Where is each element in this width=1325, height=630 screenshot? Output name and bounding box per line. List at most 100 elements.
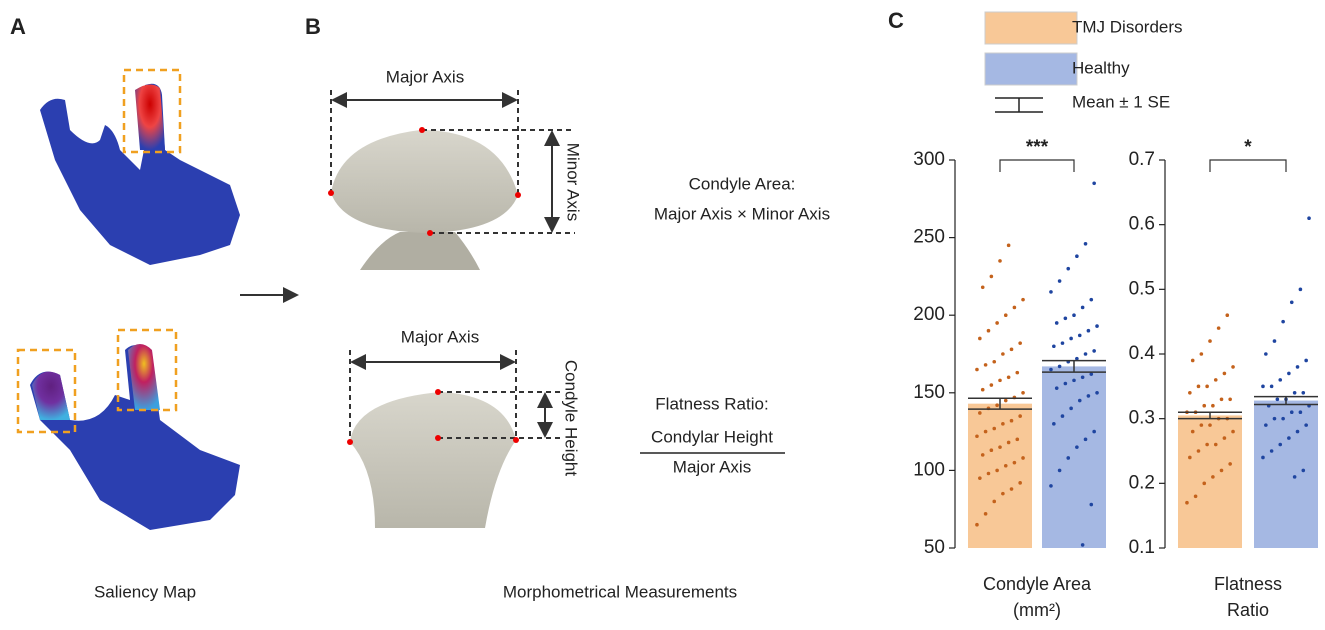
data-point [1001, 492, 1005, 496]
data-point [1191, 359, 1195, 363]
data-point [1223, 436, 1227, 440]
data-point [981, 388, 985, 392]
data-point [995, 403, 999, 407]
data-point [1061, 414, 1065, 418]
data-point [1223, 372, 1227, 376]
y-tick-label: 0.7 [1129, 149, 1155, 170]
data-point [1064, 317, 1068, 321]
legend: Mean ± 1 SE TMJ Disorders Healthy [985, 12, 1183, 112]
data-point [1015, 371, 1019, 375]
data-point [1287, 436, 1291, 440]
data-point [1021, 298, 1025, 302]
data-point [1211, 404, 1215, 408]
y-tick-label: 50 [924, 537, 945, 558]
y-tick-label: 0.5 [1129, 278, 1155, 299]
data-point [1013, 461, 1017, 465]
y-tick-label: 0.4 [1129, 343, 1156, 364]
data-point [1021, 456, 1025, 460]
data-point [1013, 306, 1017, 310]
panel-letter: A [10, 14, 26, 39]
data-point [992, 427, 996, 431]
data-point [1069, 337, 1073, 341]
landmark [328, 190, 334, 196]
data-point [1231, 365, 1235, 369]
data-point [1089, 298, 1093, 302]
data-point [1004, 399, 1008, 403]
data-point [1007, 375, 1011, 379]
data-point [1228, 397, 1232, 401]
data-point [1066, 456, 1070, 460]
data-point [1202, 482, 1206, 486]
data-point [1052, 344, 1056, 348]
data-point [1281, 320, 1285, 324]
axis-label: Major Axis [401, 327, 479, 346]
data-point [1075, 445, 1079, 449]
panel-caption: Saliency Map [94, 582, 196, 601]
landmark [419, 127, 425, 133]
data-point [1214, 378, 1218, 382]
axis-label: Minor Axis [564, 143, 583, 221]
data-point [1301, 391, 1305, 395]
figure: A Saliency Map B Major Axis Minor Axis C… [0, 0, 1325, 625]
landmark [513, 437, 519, 443]
data-point [1197, 449, 1201, 453]
legend-swatch [985, 12, 1077, 44]
condyle-bottom: Major Axis Condyle Height Flatness Ratio… [347, 327, 785, 528]
data-point [1217, 326, 1221, 330]
data-point [1004, 464, 1008, 468]
data-point [1089, 503, 1093, 507]
condyle-shape [350, 392, 516, 528]
legend-label: Mean ± 1 SE [1072, 92, 1170, 111]
significance-bracket [1210, 160, 1286, 172]
data-point [1089, 372, 1093, 376]
data-point [1188, 456, 1192, 460]
x-axis-label: (mm²) [1013, 600, 1061, 620]
data-point [1191, 430, 1195, 434]
data-point [998, 259, 1002, 263]
data-point [1202, 404, 1206, 408]
data-point [1278, 378, 1282, 382]
data-point [1010, 348, 1014, 352]
data-point [1078, 399, 1082, 403]
data-point [995, 469, 999, 473]
data-point [1293, 475, 1297, 479]
data-point [1092, 181, 1096, 185]
y-tick-label: 0.1 [1129, 537, 1155, 558]
significance-bracket [1000, 160, 1074, 172]
data-point [1304, 359, 1308, 363]
data-point [1066, 267, 1070, 271]
saliency-hotspot [135, 84, 165, 150]
data-point [1075, 254, 1079, 258]
data-point [1270, 449, 1274, 453]
data-point [1081, 543, 1085, 547]
data-point [1194, 494, 1198, 498]
data-point [1278, 443, 1282, 447]
data-point [1225, 313, 1229, 317]
data-point [1095, 324, 1099, 328]
data-point [1069, 407, 1073, 411]
condyle-top: Major Axis Minor Axis Condyle Area: Majo… [328, 67, 830, 270]
y-tick-label: 300 [913, 149, 945, 170]
data-point [1287, 372, 1291, 376]
data-point [1211, 475, 1215, 479]
data-point [1010, 419, 1014, 423]
x-axis-label: Condyle Area [983, 574, 1092, 594]
legend-label: TMJ Disorders [1072, 17, 1183, 36]
data-point [1205, 385, 1209, 389]
data-point [1018, 481, 1022, 485]
condyle-neck [360, 232, 480, 270]
y-tick-label: 250 [913, 227, 945, 248]
data-point [1307, 216, 1311, 220]
data-point [1220, 469, 1224, 473]
data-point [1007, 244, 1011, 248]
data-point [1010, 487, 1014, 491]
data-point [975, 434, 979, 438]
data-point [1301, 469, 1305, 473]
data-point [1293, 391, 1297, 395]
legend-label: Healthy [1072, 58, 1130, 77]
data-point [975, 523, 979, 527]
data-point [1208, 423, 1212, 427]
significance-label: *** [1026, 137, 1049, 158]
formula: Major Axis × Minor Axis [654, 204, 830, 223]
data-point [1188, 391, 1192, 395]
